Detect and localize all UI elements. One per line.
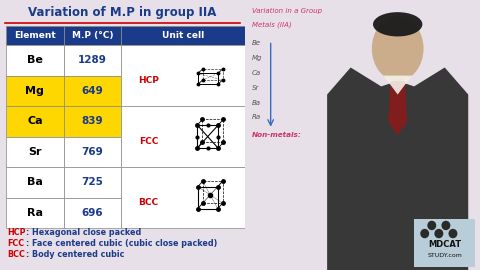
Text: 725: 725 [82,177,103,187]
FancyBboxPatch shape [121,26,245,45]
Text: Variation in a Group: Variation in a Group [252,8,322,14]
Text: Ca: Ca [252,70,261,76]
Text: 649: 649 [82,86,103,96]
Ellipse shape [434,229,444,238]
Text: Ra: Ra [252,114,261,120]
FancyBboxPatch shape [64,26,121,45]
Text: Unit cell: Unit cell [162,31,204,40]
Text: Ba: Ba [252,100,261,106]
Text: M.P (°C): M.P (°C) [72,31,113,40]
Text: : Hexagonal close packed: : Hexagonal close packed [26,228,141,237]
Polygon shape [388,81,407,135]
FancyBboxPatch shape [6,76,64,106]
FancyBboxPatch shape [6,45,64,76]
Polygon shape [384,76,412,94]
Ellipse shape [442,221,450,230]
Text: Metals (IIA): Metals (IIA) [252,21,291,28]
Text: Ra: Ra [27,208,43,218]
Text: Mg: Mg [25,86,44,96]
FancyBboxPatch shape [64,76,121,106]
FancyBboxPatch shape [64,45,121,76]
FancyBboxPatch shape [64,106,121,137]
Text: Mg: Mg [252,55,263,61]
Text: : Face centered cubic (cubic close packed): : Face centered cubic (cubic close packe… [26,239,217,248]
Text: HCP: HCP [7,228,26,237]
FancyBboxPatch shape [64,198,121,228]
Ellipse shape [420,229,429,238]
Text: HCP: HCP [138,76,159,85]
FancyBboxPatch shape [121,45,245,106]
Ellipse shape [373,12,422,36]
FancyBboxPatch shape [6,26,64,45]
Text: Ca: Ca [27,116,43,126]
FancyBboxPatch shape [121,167,245,228]
Text: Ba: Ba [27,177,43,187]
Text: 1289: 1289 [78,55,107,65]
Text: : Body centered cubic: : Body centered cubic [26,250,124,259]
FancyBboxPatch shape [6,167,64,198]
Text: 839: 839 [82,116,103,126]
FancyBboxPatch shape [6,198,64,228]
FancyBboxPatch shape [6,106,64,137]
Text: Variation of M.P in group IIA: Variation of M.P in group IIA [28,6,216,19]
FancyBboxPatch shape [6,137,64,167]
Text: FCC: FCC [139,137,158,146]
Ellipse shape [372,16,423,81]
FancyBboxPatch shape [414,219,475,267]
Text: FCC: FCC [7,239,24,248]
Text: 769: 769 [82,147,103,157]
Text: Non-metals:: Non-metals: [252,132,301,138]
FancyBboxPatch shape [64,137,121,167]
Ellipse shape [448,229,457,238]
FancyBboxPatch shape [64,167,121,198]
Text: BCC: BCC [7,250,25,259]
Text: Element: Element [14,31,56,40]
Text: Sr: Sr [252,85,259,91]
Text: Sr: Sr [28,147,42,157]
Text: Be: Be [252,40,261,46]
Polygon shape [327,68,468,270]
Ellipse shape [427,221,436,230]
Text: Be: Be [27,55,43,65]
Text: BCC: BCC [138,198,158,207]
FancyBboxPatch shape [121,106,245,167]
Text: MDCAT: MDCAT [428,240,461,249]
Text: 696: 696 [82,208,103,218]
Text: STUDY.com: STUDY.com [427,253,462,258]
